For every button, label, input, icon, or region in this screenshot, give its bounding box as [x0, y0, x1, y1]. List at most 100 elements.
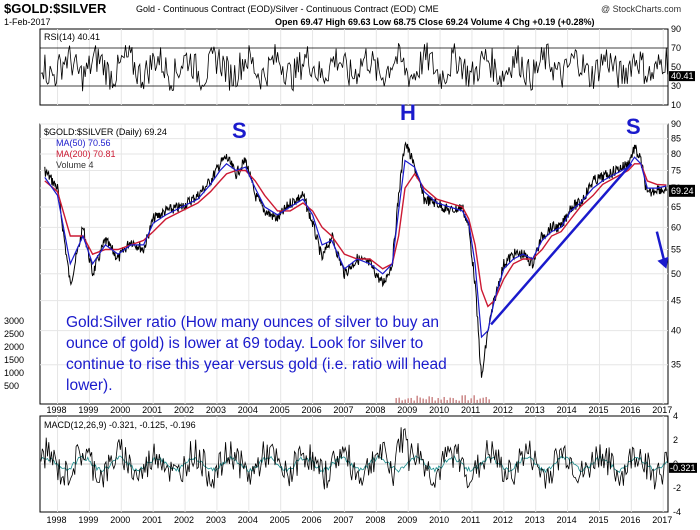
- legend-ma200: MA(200) 70.81: [56, 149, 116, 159]
- x-tick-label-price: 2011: [461, 405, 480, 415]
- macd-last-value-box: [669, 462, 697, 473]
- volume-bar: [479, 398, 481, 403]
- rsi-last-value: 40.41: [671, 71, 694, 81]
- x-tick-label-price: 2016: [620, 405, 640, 415]
- volume-y-tick: 2000: [4, 342, 24, 352]
- x-tick-label-price: 2000: [110, 405, 130, 415]
- rsi-y-tick: 10: [671, 100, 681, 110]
- x-tick-label-price: 2009: [397, 405, 417, 415]
- volume-bar: [467, 400, 469, 403]
- x-tick-label-price: 2004: [238, 405, 258, 415]
- x-tick-label-price: 2007: [333, 405, 353, 415]
- x-tick-label-macd: 2007: [333, 515, 353, 525]
- x-tick-label-macd: 2005: [270, 515, 290, 525]
- x-tick-label-macd: 2009: [397, 515, 417, 525]
- ma50-series-line: [44, 156, 667, 339]
- price-y-tick: 35: [671, 360, 681, 370]
- x-tick-label-macd: 2006: [302, 515, 322, 525]
- volume-y-tick: 1500: [4, 355, 24, 365]
- price-y-tick: 80: [671, 149, 681, 159]
- volume-bar: [404, 399, 406, 403]
- volume-bar: [440, 399, 442, 403]
- volume-bar: [482, 397, 484, 403]
- rsi-y-tick: 50: [671, 62, 681, 72]
- price-y-tick: 60: [671, 222, 681, 232]
- macd-last-value: -0.321: [670, 463, 696, 473]
- price-y-tick: 85: [671, 134, 681, 144]
- rsi-y-tick: 30: [671, 81, 681, 91]
- volume-bar: [425, 399, 427, 403]
- pattern-label-left-shoulder: S: [232, 118, 247, 143]
- chart-title: $GOLD:$SILVER: [4, 1, 107, 16]
- chart-annotation: Gold:Silver ratio (How many ounces of si…: [66, 314, 447, 394]
- macd-panel-label: MACD(12,26,9) -0.321, -0.125, -0.196: [44, 420, 196, 430]
- x-tick-label-price: 2013: [525, 405, 545, 415]
- volume-bar: [422, 398, 424, 403]
- volume-bar: [413, 400, 415, 403]
- price-panel-label: $GOLD:$SILVER (Daily) 69.24: [44, 127, 167, 137]
- price-y-tick: 90: [671, 119, 681, 129]
- macd-y-tick: 2: [673, 435, 678, 445]
- volume-bar: [401, 400, 403, 403]
- x-tick-label-macd: 2002: [174, 515, 194, 525]
- volume-bar: [449, 397, 451, 403]
- x-tick-label-price: 2014: [557, 405, 577, 415]
- x-tick-label-price: 2002: [174, 405, 194, 415]
- pattern-label-head: H: [400, 100, 416, 125]
- x-tick-label-price: 2001: [142, 405, 162, 415]
- x-tick-label-price: 2003: [206, 405, 226, 415]
- x-tick-label-macd: 2013: [525, 515, 545, 525]
- x-tick-label-macd: 2004: [238, 515, 258, 525]
- x-tick-label-price: 1998: [47, 405, 67, 415]
- volume-bar: [395, 398, 397, 403]
- x-tick-label-macd: 2014: [557, 515, 577, 525]
- x-tick-label-price: 1999: [78, 405, 98, 415]
- x-tick-label-macd: 2001: [142, 515, 162, 525]
- x-tick-label-macd: 1998: [47, 515, 67, 525]
- x-tick-label-price: 2005: [270, 405, 290, 415]
- x-tick-label-price: 2010: [429, 405, 449, 415]
- ohlc-summary: Open 69.47 High 69.63 Low 68.75 Close 69…: [275, 17, 595, 27]
- x-tick-label-macd: 2017: [652, 515, 672, 525]
- volume-bar: [407, 398, 409, 403]
- volume-bar: [443, 396, 445, 403]
- rsi-y-tick: 70: [671, 43, 681, 53]
- volume-y-tick: 3000: [4, 316, 24, 326]
- rsi-y-tick: 90: [671, 24, 681, 34]
- price-y-tick: 75: [671, 165, 681, 175]
- volume-bar: [488, 399, 490, 403]
- stockcharts-credit: @ StockCharts.com: [601, 4, 682, 14]
- macd-y-tick: -2: [673, 483, 681, 493]
- price-y-tick: 45: [671, 296, 681, 306]
- x-tick-label-price: 2008: [365, 405, 385, 415]
- volume-bar: [452, 398, 454, 403]
- volume-y-tick: 500: [4, 381, 19, 391]
- x-tick-label-macd: 2012: [493, 515, 513, 525]
- volume-bar: [410, 397, 412, 403]
- legend-ma50: MA(50) 70.56: [56, 138, 111, 148]
- legend-volume: Volume 4: [56, 160, 94, 170]
- volume-bar: [419, 397, 421, 403]
- volume-bar: [485, 396, 487, 403]
- price-y-tick: 50: [671, 269, 681, 279]
- macd-y-tick: 4: [673, 411, 678, 421]
- trend-line: [490, 162, 633, 326]
- volume-bar: [470, 398, 472, 403]
- volume-bar: [428, 396, 430, 403]
- x-tick-label-macd: 2000: [110, 515, 130, 525]
- x-tick-label-macd: 2016: [620, 515, 640, 525]
- chart-date: 1-Feb-2017: [4, 17, 51, 27]
- x-tick-label-price: 2015: [588, 405, 608, 415]
- x-tick-label-macd: 2011: [461, 515, 480, 525]
- down-arrow-shaft: [655, 231, 666, 263]
- x-tick-label-macd: 1999: [78, 515, 98, 525]
- x-tick-label-price: 2006: [302, 405, 322, 415]
- x-tick-label-macd: 2010: [429, 515, 449, 525]
- x-tick-label-price: 2017: [652, 405, 672, 415]
- volume-bar: [398, 397, 400, 403]
- x-tick-label-macd: 2003: [206, 515, 226, 525]
- volume-bar: [455, 399, 457, 403]
- chart-subtitle: Gold - Continuous Contract (EOD)/Silver …: [136, 4, 439, 14]
- down-arrow-head: [657, 256, 669, 269]
